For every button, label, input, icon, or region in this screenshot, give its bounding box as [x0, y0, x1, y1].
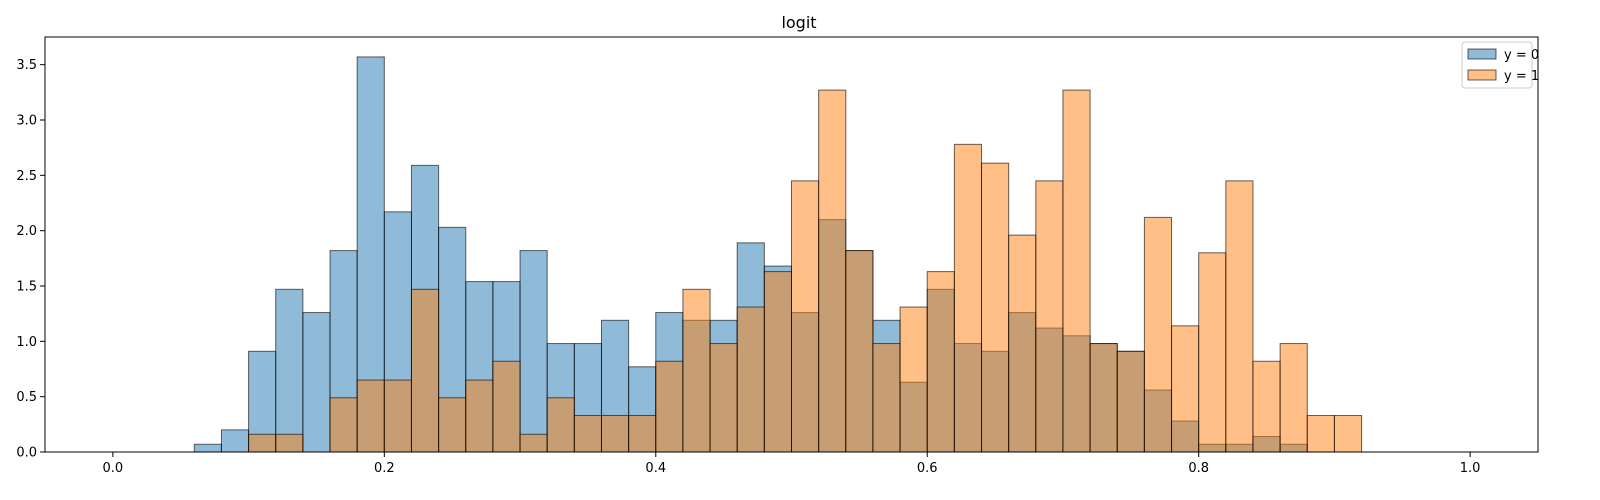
bar-series-1-bin-12 [465, 379, 494, 453]
bar-series-1-bin-17 [600, 414, 630, 453]
bar-series-1-bin-22 [736, 306, 765, 453]
legend: y = 0 y = 1 [1461, 41, 1539, 89]
bar-series-1-bin-44 [1333, 414, 1363, 453]
bar-series-1-bin-26 [845, 250, 874, 453]
bar-series-1-bin-5 [275, 433, 304, 453]
bar-series-1-bin-41 [1252, 360, 1281, 453]
y-tick-label: 1.5 [16, 280, 37, 295]
bar-series-0-bin-5 [275, 288, 304, 453]
bar-series-1-bin-8 [356, 379, 385, 453]
bar-series-1-bin-27 [872, 343, 901, 453]
y-tick-label: 0.5 [16, 390, 37, 405]
y-tick-label: 3.0 [16, 114, 37, 129]
bar-series-1-bin-23 [763, 271, 793, 453]
legend-label-y1: y = 1 [1504, 69, 1539, 84]
y-tick-label: 1.0 [16, 335, 37, 350]
bar-series-1-bin-29 [926, 271, 955, 453]
bar-series-0-bin-2 [193, 443, 222, 453]
bar-series-1-bin-16 [573, 414, 602, 453]
x-tick-label: 0.8 [1188, 461, 1209, 476]
bar-series-1-bin-20 [682, 288, 711, 453]
bar-series-1-bin-33 [1035, 180, 1064, 453]
bar-series-1-bin-7 [329, 397, 358, 453]
bar-series-1-bin-28 [899, 306, 928, 453]
bar-series-1-bin-24 [791, 180, 820, 453]
bar-series-1-bin-13 [492, 360, 521, 453]
bar-series-1-bin-25 [818, 89, 847, 453]
chart-title: logit [781, 13, 816, 32]
bar-series-1-bin-32 [1008, 234, 1037, 453]
axes-frame [44, 36, 1539, 453]
x-tick-label: 0.6 [917, 461, 938, 476]
legend-swatch-y1 [1467, 69, 1497, 81]
bar-series-1-bin-37 [1143, 216, 1173, 453]
bar-series-1-bin-19 [655, 360, 684, 453]
bar-series-1-bin-14 [519, 433, 548, 453]
bar-series-0-bin-14 [519, 250, 548, 453]
bar-series-1-bin-15 [546, 397, 575, 453]
y-tick-label: 0.0 [16, 446, 37, 461]
x-axis: 0.0 0.2 0.4 0.6 0.8 1.0 [103, 452, 1481, 476]
bar-series-1-bin-18 [628, 414, 657, 453]
series-1-bars [248, 89, 1363, 453]
bar-series-1-bin-42 [1279, 343, 1308, 453]
bar-series-1-bin-39 [1198, 252, 1227, 453]
bar-series-1-bin-40 [1225, 180, 1254, 453]
x-tick-label: 0.0 [103, 461, 124, 476]
y-tick-label: 2.0 [16, 224, 37, 239]
y-tick-label: 2.5 [16, 169, 37, 184]
y-tick-label: 3.5 [16, 58, 37, 73]
bar-series-0-bin-6 [302, 312, 331, 453]
bar-series-0-bin-3 [220, 429, 250, 453]
x-tick-label: 1.0 [1460, 461, 1481, 476]
bar-series-1-bin-11 [438, 397, 467, 453]
bar-series-1-bin-21 [709, 343, 738, 453]
bar-series-1-bin-4 [248, 433, 277, 453]
bar-series-1-bin-38 [1171, 325, 1200, 453]
bar-series-1-bin-36 [1116, 350, 1145, 453]
bar-series-1-bin-30 [953, 143, 983, 453]
bar-series-1-bin-10 [410, 288, 440, 453]
bar-series-1-bin-34 [1062, 89, 1091, 453]
x-tick-label: 0.4 [645, 461, 666, 476]
y-axis: 0.0 0.5 1.0 1.5 2.0 2.5 3.0 3.5 [16, 58, 45, 461]
bar-series-1-bin-43 [1306, 414, 1335, 453]
bar-series-1-bin-31 [981, 162, 1010, 453]
legend-label-y0: y = 0 [1504, 48, 1539, 63]
bar-series-1-bin-35 [1089, 343, 1118, 453]
bar-series-1-bin-9 [383, 379, 412, 453]
x-tick-label: 0.2 [374, 461, 395, 476]
bars-layer [193, 56, 1363, 453]
legend-swatch-y0 [1467, 48, 1497, 60]
